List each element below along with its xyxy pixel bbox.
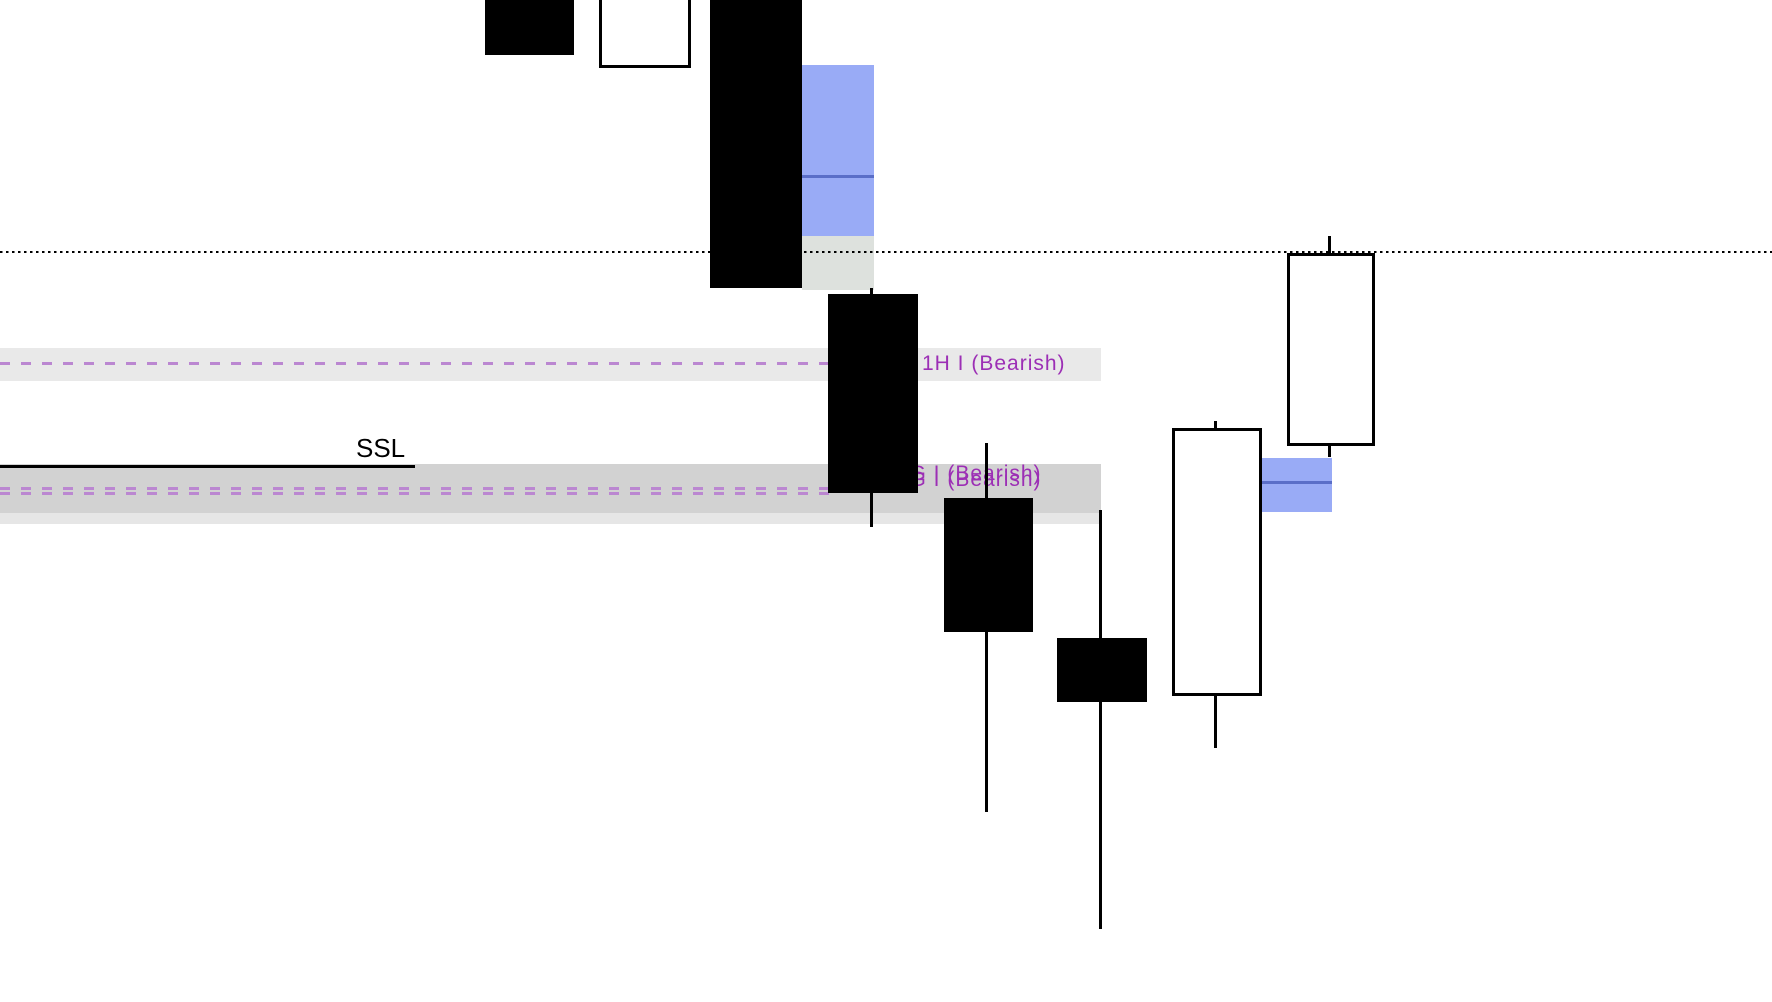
candle-4-body xyxy=(828,294,918,493)
candle-5-body xyxy=(944,498,1033,632)
ssl-line[interactable] xyxy=(0,464,415,468)
candle-2-body xyxy=(599,0,691,68)
candle-8-body xyxy=(1287,253,1375,446)
fvg-box-1[interactable] xyxy=(802,65,874,236)
candle-6-body xyxy=(1057,638,1147,702)
fvg-box-2[interactable] xyxy=(1262,458,1332,512)
zone-30m-dashed-line-2[interactable] xyxy=(0,492,836,495)
candle-1-body xyxy=(485,0,574,55)
zone-30m-extension[interactable] xyxy=(0,513,1101,524)
candle-3-body xyxy=(710,0,802,288)
dotted-line[interactable] xyxy=(0,251,1772,253)
ssl-label[interactable]: SSL xyxy=(356,433,406,463)
gap-box[interactable] xyxy=(802,236,874,290)
zone-1h-dashed-line-1[interactable] xyxy=(0,361,920,365)
fvg-box-2-midline[interactable] xyxy=(1262,480,1332,484)
zone-30m-dashed-line-1[interactable] xyxy=(0,486,836,490)
candle-7-body xyxy=(1172,428,1262,696)
candle-6-wick xyxy=(1098,510,1102,929)
zone-1h-label-1[interactable]: 1H I (Bearish) xyxy=(922,352,1066,375)
fvg-box-1-midline[interactable] xyxy=(802,174,874,178)
